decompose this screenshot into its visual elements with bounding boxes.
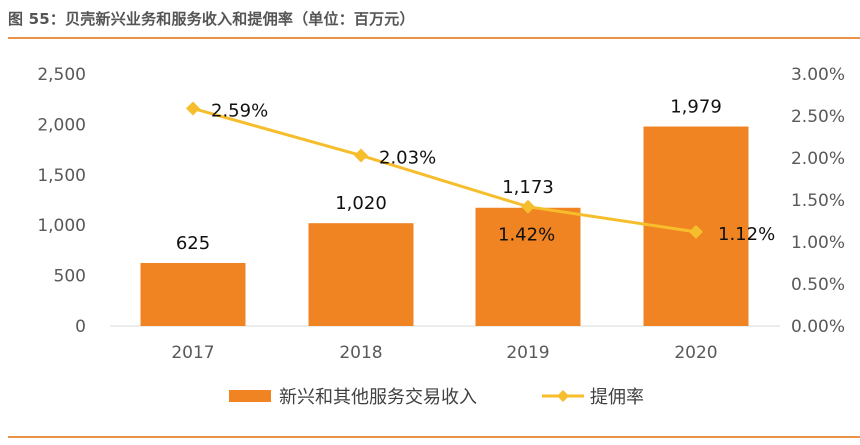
legend: 新兴和其他服务交易收入 提佣率 — [229, 387, 644, 408]
x-axis-tick: 2017 — [171, 343, 214, 363]
rate-data-label: 1.42% — [498, 225, 555, 246]
right-axis-tick: 0.50% — [791, 275, 845, 295]
bar-data-label: 1,979 — [670, 97, 722, 118]
right-axis-tick: 1.50% — [791, 191, 845, 211]
rate-data-label: 2.03% — [379, 147, 436, 168]
left-axis-tick: 2,500 — [37, 65, 86, 85]
x-axis-tick: 2019 — [506, 343, 549, 363]
rate-point — [186, 101, 200, 116]
legend-bar-swatch — [229, 390, 271, 402]
rate-data-label: 2.59% — [211, 100, 268, 121]
right-axis-tick: 0.00% — [791, 317, 845, 337]
bar — [140, 263, 246, 326]
rate-data-label: 1.12% — [718, 224, 775, 245]
right-axis-tick: 2.00% — [791, 149, 845, 169]
right-axis-tick: 2.50% — [791, 107, 845, 127]
legend-diamond-icon — [557, 390, 569, 402]
left-axis-tick: 0 — [75, 317, 86, 337]
rate-point — [521, 199, 535, 214]
legend-bar-label: 新兴和其他服务交易收入 — [279, 387, 477, 408]
bar-data-label: 625 — [176, 233, 210, 254]
left-axis-tick: 1,000 — [37, 216, 86, 236]
bar — [475, 207, 581, 326]
x-axis-tick: 2020 — [674, 343, 717, 363]
legend-line-label: 提佣率 — [590, 387, 644, 408]
figure-title: 图 55：贝壳新兴业务和服务收入和提佣率（单位：百万元） — [8, 10, 415, 28]
left-axis-tick: 2,000 — [37, 115, 86, 135]
bar-data-label: 1,020 — [335, 193, 387, 214]
right-axis-tick: 3.00% — [791, 65, 845, 85]
rate-point — [354, 148, 368, 163]
rate-point — [689, 224, 703, 239]
right-axis-tick: 1.00% — [791, 233, 845, 253]
bar — [308, 223, 414, 326]
left-axis-tick: 1,500 — [37, 166, 86, 186]
rate-line — [192, 106, 697, 234]
x-axis-tick: 2018 — [339, 343, 382, 363]
bar-data-label: 1,173 — [502, 177, 554, 198]
left-axis-tick: 500 — [54, 267, 86, 287]
